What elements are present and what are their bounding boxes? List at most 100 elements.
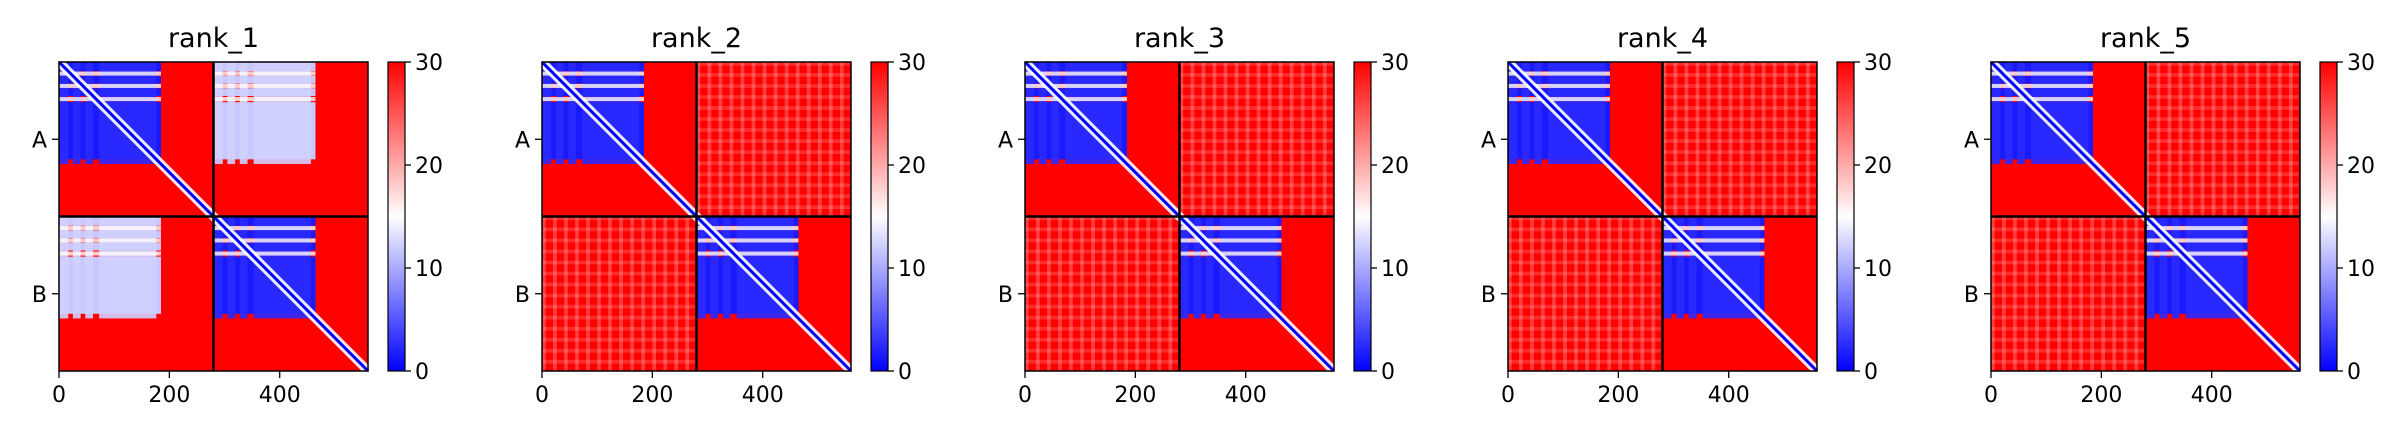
- inter-chain-stripe: [630, 216, 634, 371]
- colorbar-tick-label: 0: [415, 360, 429, 385]
- inter-chain-stripe: [1036, 216, 1040, 371]
- domain-gap: [1179, 251, 1282, 256]
- intra-chain-block: [2159, 216, 2168, 319]
- panel-rank_1: rank_1 0 200 400 A B 0 10 20 30: [32, 23, 443, 408]
- inter-chain-stripe: [1212, 62, 1217, 217]
- inter-chain-stripe: [1717, 62, 1722, 217]
- intra-chain-block: [555, 62, 564, 164]
- domain-gap: [59, 226, 161, 231]
- inter-chain-stripe: [1179, 84, 1334, 88]
- inter-chain-stripe: [729, 62, 734, 217]
- y-tick-label: B: [1481, 283, 1496, 308]
- inter-chain-stripe: [762, 62, 767, 217]
- x-tick-label: 400: [1225, 383, 1267, 408]
- domain-gap: [1991, 71, 2093, 76]
- inter-chain-stripe: [1991, 227, 2146, 232]
- inter-chain-stripe: [2145, 205, 2300, 210]
- colorbar-tick-label: 20: [898, 154, 926, 179]
- inter-chain-stripe: [1168, 216, 1173, 371]
- inter-chain-stripe: [1025, 238, 1180, 243]
- inter-chain-stripe: [1991, 216, 2146, 221]
- intra-chain-block: [568, 62, 576, 164]
- colorbar: [870, 61, 889, 372]
- colorbar: [1353, 61, 1372, 372]
- inter-chain-stripe: [1508, 348, 1663, 353]
- y-tick-label: B: [1964, 283, 1979, 308]
- domain-gap: [2145, 251, 2248, 256]
- inter-chain-stripe: [696, 172, 851, 177]
- inter-chain-stripe: [1662, 106, 1817, 110]
- colorbar-tick-label: 10: [1381, 257, 1409, 282]
- inter-chain-stripe: [652, 216, 657, 371]
- panel-title: rank_1: [168, 23, 259, 54]
- inter-chain-stripe: [1179, 183, 1334, 188]
- inter-chain-stripe: [1574, 216, 1578, 371]
- inter-chain-stripe: [696, 183, 851, 188]
- inter-chain-stripe: [1234, 62, 1239, 217]
- inter-chain-stripe: [1025, 282, 1180, 287]
- inter-chain-stripe: [542, 249, 697, 254]
- inter-chain-stripe: [839, 62, 844, 217]
- inter-chain-stripe: [1102, 216, 1106, 371]
- inter-chain-stripe: [2211, 62, 2216, 217]
- inter-chain-stripe: [1662, 172, 1817, 177]
- inter-chain-stripe: [2145, 150, 2300, 154]
- inter-chain-stripe: [1179, 62, 1334, 66]
- intra-chain-block: [2004, 62, 2013, 164]
- y-tick-label: A: [1481, 128, 1496, 153]
- inter-chain-stripe: [542, 227, 697, 232]
- x-tick-label: 0: [1501, 383, 1515, 408]
- x-tick-label: 0: [535, 383, 549, 408]
- intra-chain-block: [1038, 62, 1047, 164]
- inter-chain-stripe: [1585, 216, 1589, 371]
- inter-chain-stripe: [2145, 62, 2300, 66]
- inter-chain-stripe: [1179, 161, 1334, 166]
- domain-gap: [213, 238, 316, 243]
- inter-chain-stripe: [1805, 62, 1810, 217]
- inter-chain-stripe: [1069, 216, 1073, 371]
- inter-chain-stripe: [1508, 282, 1663, 287]
- inter-chain-stripe: [718, 62, 723, 217]
- inter-chain-stripe: [1025, 359, 1180, 364]
- inter-chain-stripe: [1179, 172, 1334, 177]
- inter-chain-stripe: [1706, 62, 1711, 217]
- inter-chain-stripe: [553, 216, 557, 371]
- domain-gap: [213, 251, 316, 256]
- inter-chain-stripe: [696, 106, 851, 110]
- domain-gap: [213, 83, 316, 88]
- inter-chain-stripe: [1991, 238, 2146, 243]
- x-tick-label: 200: [1597, 383, 1639, 408]
- inter-chain-stripe: [1124, 216, 1129, 371]
- inter-chain-stripe: [1157, 216, 1162, 371]
- inter-chain-stripe: [1025, 216, 1180, 221]
- inter-chain-stripe: [542, 337, 697, 342]
- colorbar-tick-label: 0: [1864, 360, 1878, 385]
- inter-chain-stripe: [2079, 216, 2083, 371]
- inter-chain-stripe: [1662, 139, 1817, 143]
- inter-chain-stripe: [2178, 62, 2183, 217]
- inter-chain-stripe: [1508, 238, 1663, 243]
- intra-chain-block: [72, 62, 81, 164]
- inter-chain-stripe: [2024, 216, 2028, 371]
- inter-chain-stripe: [1025, 216, 1029, 371]
- colorbar-tick-label: 10: [898, 257, 926, 282]
- inter-chain-stripe: [2112, 216, 2117, 371]
- inter-chain-stripe: [1025, 348, 1180, 353]
- inter-chain-stripe: [1662, 183, 1817, 188]
- domain-gap: [59, 71, 161, 76]
- inter-chain-stripe: [2090, 216, 2095, 371]
- inter-chain-stripe: [696, 84, 851, 88]
- inter-chain-stripe: [1025, 260, 1180, 265]
- plot-frame: [1990, 61, 2301, 372]
- panel-rank_5: rank_5 0 200 400 A B 0 10 20 30: [1964, 23, 2375, 408]
- inter-chain-stripe: [1179, 128, 1334, 132]
- inter-chain-stripe: [1047, 216, 1051, 371]
- intra-chain-block: [1193, 216, 1202, 319]
- domain-gap: [542, 71, 644, 76]
- inter-chain-stripe: [2013, 216, 2017, 371]
- inter-chain-stripe: [542, 216, 697, 221]
- inter-chain-stripe: [1991, 359, 2146, 364]
- inter-chain-stripe: [1662, 62, 1667, 217]
- domain-gap: [1991, 83, 2093, 88]
- inter-chain-stripe: [1025, 337, 1180, 342]
